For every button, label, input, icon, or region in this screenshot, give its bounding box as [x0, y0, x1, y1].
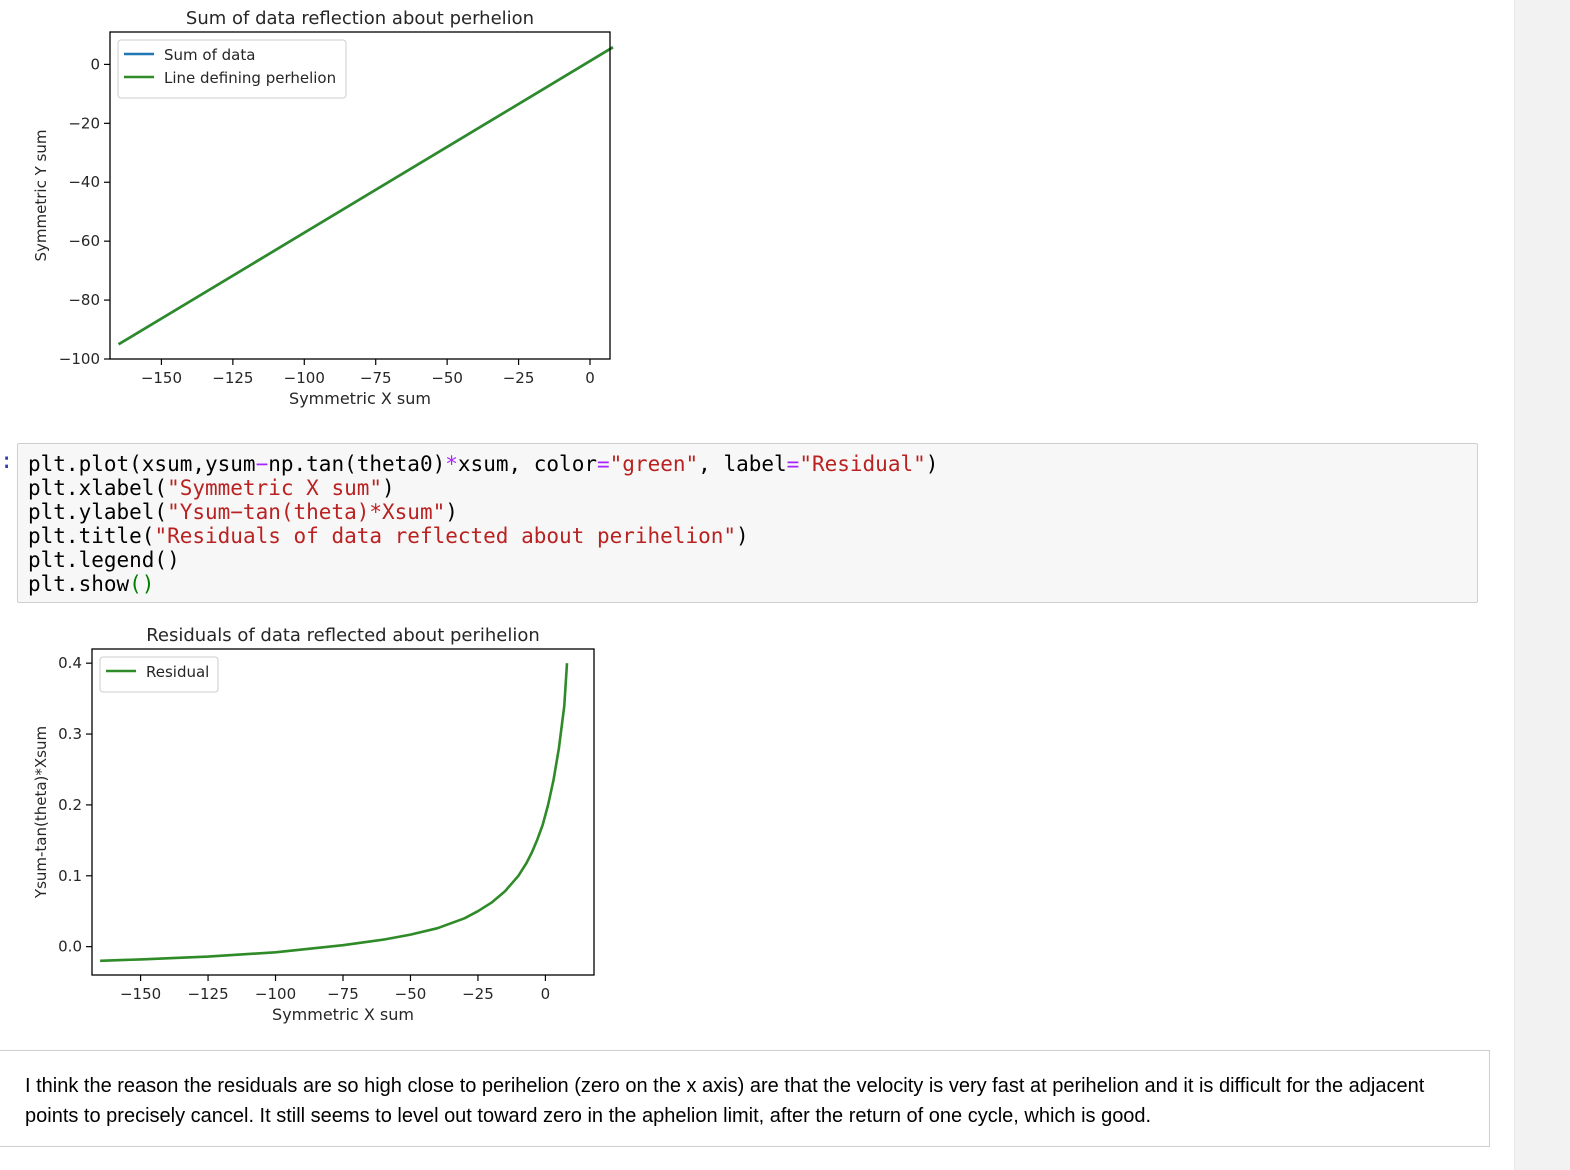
code-token: plt.show [28, 572, 130, 596]
y-tick-label: 0.0 [58, 938, 82, 956]
x-tick-label: −100 [284, 369, 325, 387]
x-tick-label: −50 [395, 985, 427, 1003]
x-tick-label: −125 [187, 985, 228, 1003]
x-tick-label: −50 [431, 369, 463, 387]
residuals-chart: Residuals of data reflected about perihe… [32, 625, 595, 1024]
code-token: "Ysum−tan(theta)*Xsum" [167, 500, 446, 524]
x-tick-label: −75 [360, 369, 392, 387]
x-tick-label: −125 [212, 369, 253, 387]
code-line: plt.xlabel("Symmetric X sum") [28, 476, 395, 500]
legend-label-1: Line defining perhelion [164, 69, 336, 87]
code-line: plt.ylabel("Ysum−tan(theta)*Xsum") [28, 500, 458, 524]
legend-box [117, 39, 347, 99]
code-editor[interactable]: plt.plot(xsum,ysum−np.tan(theta0)*xsum, … [28, 452, 938, 596]
code-token: * [445, 452, 458, 476]
y-axis-label: Ysum-tan(theta)*Xsum [32, 726, 50, 899]
code-token: plt.ylabel( [28, 500, 168, 524]
x-tick-label: −25 [503, 369, 535, 387]
x-tick-label: −150 [120, 985, 161, 1003]
code-token: "Residual" [799, 452, 926, 476]
code-token: = [596, 452, 610, 476]
code-token: "green" [609, 452, 699, 476]
x-axis-label: Symmetric X sum [289, 389, 431, 408]
code-token: ) [382, 476, 395, 500]
code-token: ) [736, 524, 749, 548]
code-token: , label [698, 452, 787, 476]
code-token: plt.xlabel( [28, 476, 168, 500]
sum-of-data-chart: Sum of data reflection about perhelion −1… [32, 8, 614, 408]
code-token: plt.plot(xsum,ysum [28, 452, 256, 476]
chart-title: Residuals of data reflected about perihe… [146, 625, 540, 646]
code-line: plt.show() [28, 572, 154, 596]
scrollbar-gutter[interactable] [1514, 0, 1570, 1170]
code-token: "Residuals of data reflected about perih… [154, 524, 737, 548]
y-tick-label: 0.4 [58, 654, 82, 672]
y-tick-label: −100 [59, 350, 100, 368]
code-token: = [786, 452, 800, 476]
x-tick-label: 0 [585, 369, 595, 387]
code-token: ) [445, 500, 458, 524]
code-line: plt.plot(xsum,ysum−np.tan(theta0)*xsum, … [28, 452, 938, 476]
code-line: plt.legend() [28, 548, 180, 572]
code-token: xsum, color [457, 452, 597, 476]
y-tick-label: 0.3 [58, 725, 82, 743]
y-tick-label: 0.1 [58, 867, 82, 885]
markdown-cell[interactable]: I think the reason the residuals are so … [0, 1050, 1490, 1147]
code-token: plt.legend() [28, 548, 180, 572]
chart-title: Sum of data reflection about perhelion [186, 8, 534, 29]
cell-prompt: : [0, 449, 14, 474]
y-tick-label: −80 [68, 291, 100, 309]
code-token: plt.title( [28, 524, 155, 548]
y-tick-label: −20 [68, 114, 100, 132]
x-tick-label: −100 [255, 985, 296, 1003]
x-tick-label: 0 [541, 985, 551, 1003]
code-token: np.tan(theta0) [268, 452, 446, 476]
code-token: − [255, 452, 269, 476]
y-axis-label: Symmetric Y sum [32, 130, 50, 262]
legend-label-0: Residual [146, 663, 209, 681]
x-tick-label: −25 [462, 985, 494, 1003]
y-tick-label: 0.2 [58, 796, 82, 814]
series-line-1 [117, 46, 614, 346]
code-line: plt.title("Residuals of data reflected a… [28, 524, 749, 548]
legend-box [99, 656, 219, 693]
y-tick-label: −60 [68, 232, 100, 250]
markdown-text: I think the reason the residuals are so … [25, 1075, 1425, 1127]
code-token: "Symmetric X sum" [167, 476, 383, 500]
series-line-0 [100, 663, 569, 963]
code-cell[interactable]: plt.plot(xsum,ysum−np.tan(theta0)*xsum, … [17, 443, 1478, 603]
x-axis-label: Symmetric X sum [272, 1005, 414, 1024]
x-tick-label: −150 [141, 369, 182, 387]
y-tick-label: −40 [68, 173, 100, 191]
code-token: ) [925, 452, 939, 476]
x-tick-label: −75 [327, 985, 359, 1003]
legend-label-0: Sum of data [164, 46, 255, 64]
plot-frame [91, 648, 595, 976]
plot-frame [109, 31, 611, 360]
y-tick-label: 0 [90, 55, 100, 73]
code-token: () [129, 572, 155, 596]
